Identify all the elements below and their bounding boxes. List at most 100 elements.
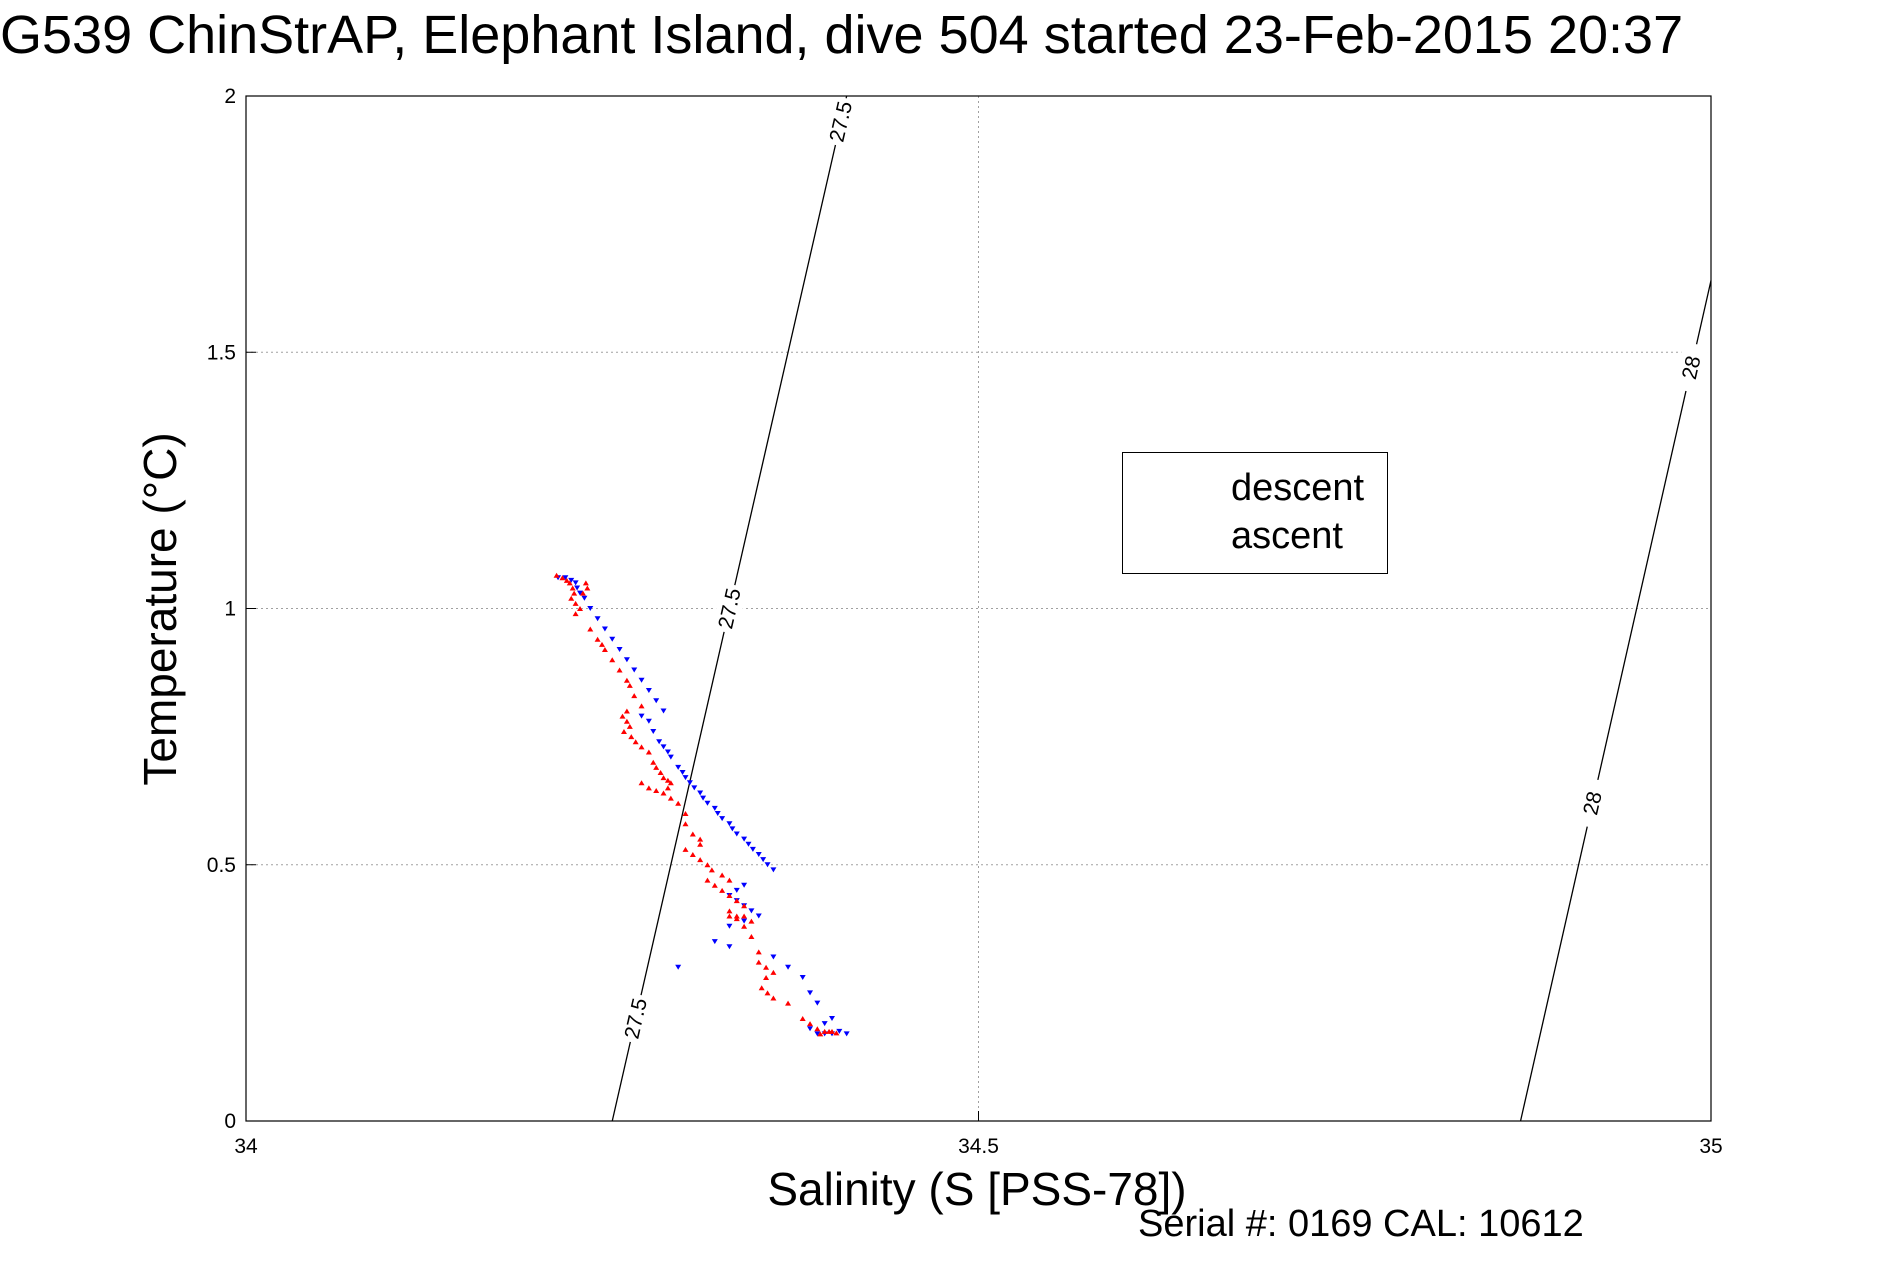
descent-point-59 (785, 964, 792, 970)
descent-point-55 (675, 964, 682, 970)
descent-point-57 (726, 944, 733, 950)
descent-point-47 (733, 887, 740, 893)
ascent-point-57 (704, 877, 711, 883)
descent-point-5 (577, 590, 584, 596)
contour-label-bg-1-1 (1673, 341, 1710, 394)
ascent-point-87 (817, 1031, 824, 1037)
descent-point-37 (729, 826, 736, 832)
ascent-point-15 (598, 641, 605, 647)
ascent-point-32 (650, 759, 657, 765)
descent-point-51 (748, 908, 755, 914)
ascent-point-86 (833, 1030, 840, 1036)
descent-point-8 (594, 616, 601, 622)
ascent-point-39 (645, 785, 652, 791)
descent-point-19 (645, 718, 652, 724)
descent-point-2 (568, 577, 575, 583)
contour-label-1-0: 28 (1579, 789, 1607, 817)
descent-point-28 (686, 780, 693, 786)
ascent-point-55 (719, 872, 726, 878)
contour-label-0-0: 27.5 (620, 996, 652, 1041)
ascent-point-50 (682, 846, 689, 852)
ascent-point-2 (563, 577, 570, 583)
ascent-point-13 (587, 626, 594, 632)
descent-point-52 (755, 913, 762, 919)
descent-point-14 (638, 677, 645, 683)
descent-point-16 (653, 698, 660, 704)
descent-point-1 (562, 575, 569, 581)
y-axis-label: Temperature (°C) (134, 432, 186, 785)
x-tick-labels: 34 34.5 35 (234, 1111, 1723, 1158)
ascent-point-21 (631, 693, 638, 699)
descent-point-64 (821, 1021, 828, 1027)
ascent-point-51 (689, 852, 696, 857)
descent-point-23 (664, 749, 671, 755)
descent-point-34 (714, 811, 721, 816)
descent-point-61 (807, 990, 814, 996)
descent-point-15 (645, 688, 652, 693)
ascent-point-27 (620, 729, 627, 734)
descent-point-7 (587, 606, 594, 611)
ascent-point-17 (609, 657, 616, 663)
y-tick-label-4: 2 (224, 85, 236, 108)
data-points (553, 572, 850, 1037)
descent-point-30 (697, 790, 704, 796)
contour-label-bg-0-1 (711, 582, 748, 635)
ascent-point-11 (584, 585, 591, 591)
ascent-point-82 (814, 1026, 821, 1032)
descent-point-24 (667, 754, 674, 760)
ascent-point-64 (726, 913, 733, 919)
ascent-point-26 (626, 723, 633, 729)
ascent-point-38 (638, 780, 645, 786)
ascent-point-54 (708, 867, 715, 873)
ascent-point-16 (601, 647, 608, 652)
descent-point-38 (733, 831, 740, 837)
descent-point-18 (638, 713, 645, 719)
ascent-point-70 (748, 934, 755, 939)
ascent-point-23 (623, 708, 630, 714)
descent-point-45 (770, 867, 777, 873)
ascent-point-8 (577, 606, 584, 611)
ascent-point-45 (682, 811, 689, 816)
descent-point-33 (711, 805, 718, 811)
ascent-point-53 (704, 862, 711, 868)
ascent-point-29 (632, 739, 639, 745)
descent-point-41 (749, 846, 756, 852)
ascent-point-19 (623, 677, 630, 683)
ascent-point-79 (785, 1000, 792, 1006)
descent-point-63 (829, 1016, 835, 1021)
ascent-point-71 (755, 949, 762, 955)
ascent-point-44 (675, 800, 682, 806)
ascent-point-49 (697, 841, 704, 847)
legend-label-ascent: ascent (1231, 515, 1343, 557)
ascent-point-18 (616, 667, 623, 673)
ascent-point-0 (553, 572, 560, 578)
ascent-point-63 (726, 908, 733, 914)
descent-point-60 (799, 975, 806, 980)
ascent-point-81 (807, 1021, 814, 1027)
ascent-point-67 (748, 918, 755, 924)
y-tick-labels: 0 0.5 1 1.5 2 (207, 85, 256, 1133)
ascent-point-73 (763, 964, 770, 970)
descent-point-39 (741, 836, 748, 842)
legend-item-ascent: ascent (1123, 509, 1387, 559)
ascent-point-85 (829, 1028, 835, 1034)
descent-point-3 (572, 580, 579, 586)
ascent-point-83 (821, 1028, 828, 1034)
descent-point-27 (682, 775, 689, 781)
ascent-point-5 (571, 590, 578, 596)
ascent-point-37 (667, 780, 674, 786)
descent-point-35 (719, 816, 726, 822)
descent-point-10 (609, 636, 616, 642)
ascent-point-34 (657, 770, 664, 775)
ascent-point-65 (733, 913, 740, 919)
ascent-point-61 (733, 898, 740, 904)
descent-point-53 (741, 918, 748, 924)
descent-point-54 (726, 923, 733, 929)
ascent-point-40 (653, 787, 660, 793)
descent-point-17 (660, 708, 667, 714)
descent-point-58 (770, 954, 777, 960)
ascent-point-10 (582, 580, 589, 586)
descent-point-25 (675, 764, 682, 770)
ascent-point-60 (726, 893, 733, 898)
